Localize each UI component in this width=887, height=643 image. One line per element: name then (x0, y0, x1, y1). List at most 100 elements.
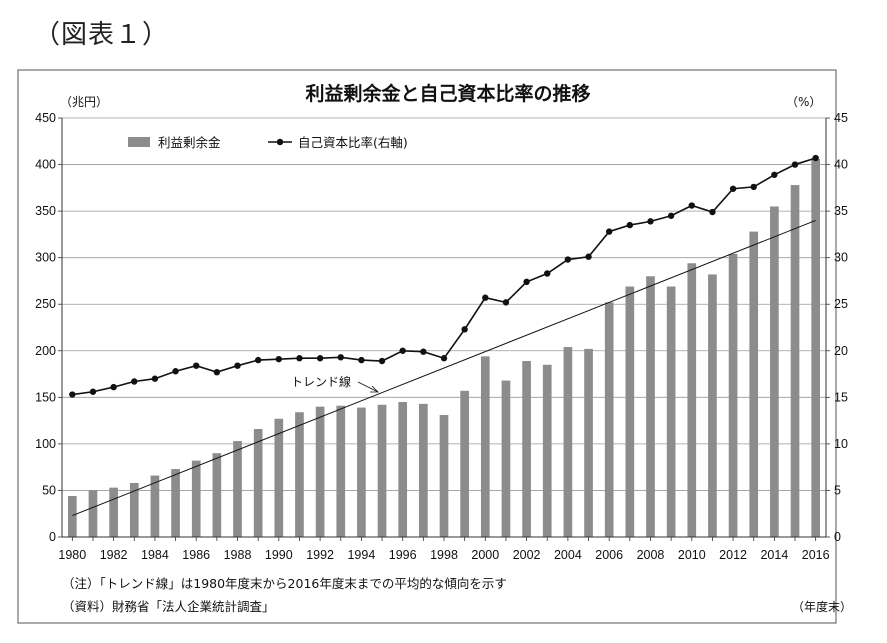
ratio-point-2000 (482, 294, 489, 301)
x-tick-label: 1994 (347, 548, 375, 562)
note-trend: （注）「トレンド線」は1980年度末から2016年度末までの平均的な傾向を示す (62, 576, 507, 591)
left-tick-label: 0 (49, 530, 56, 544)
right-tick-label: 30 (834, 251, 848, 265)
bar-2013 (749, 231, 759, 537)
ratio-point-2005 (585, 253, 592, 260)
bar-1994 (357, 407, 366, 537)
x-tick-label: 2016 (802, 548, 830, 562)
bar-1982 (109, 487, 118, 537)
ratio-point-1987 (213, 368, 221, 376)
bar-2015 (790, 185, 800, 538)
ratio-point-1981 (89, 388, 97, 395)
ratio-point-1997 (420, 348, 427, 355)
trend-line-label: トレンド線 (291, 374, 351, 389)
ratio-point-1985 (172, 368, 179, 375)
right-tick-label: 0 (834, 530, 841, 544)
ratio-point-2002 (523, 278, 530, 286)
ratio-point-1980 (69, 391, 76, 398)
legend-bar-label: 利益剰余金 (158, 135, 221, 150)
bar-2005 (584, 348, 593, 537)
bar-1993 (336, 405, 346, 537)
x-tick-label: 1982 (100, 548, 128, 562)
ratio-point-1984 (151, 375, 159, 382)
legend-line-marker (276, 138, 284, 146)
bar-1987 (212, 453, 222, 537)
left-tick-label: 100 (35, 437, 56, 451)
bar-1984 (150, 475, 160, 537)
x-tick-label: 2002 (513, 548, 541, 562)
x-tick-label: 1988 (224, 548, 252, 562)
tick-labels: 0 50 100 150 200 250 300 350 400 450 0 5 10 15 20 25 30 3… (35, 111, 848, 562)
ratio-point-2015 (791, 161, 799, 168)
right-tick-label: 45 (834, 111, 848, 125)
legend-line-label: 自己資本比率(右軸) (298, 135, 408, 150)
bar-2000 (480, 356, 490, 537)
ratio-point-2001 (502, 299, 510, 306)
left-tick-label: 300 (35, 251, 56, 265)
bar-2004 (563, 347, 573, 537)
chart-title: 利益剰余金と自己資本比率の推移 (305, 82, 590, 105)
x-tick-label: 1996 (389, 548, 417, 562)
bar-1980 (67, 496, 77, 537)
ratio-point-2016 (812, 154, 819, 162)
bar-1992 (315, 406, 325, 537)
bar-1989 (253, 428, 263, 537)
note-source: （資料）財務省「法人企業統計調査」 (62, 599, 275, 614)
ratio-point-1992 (316, 355, 324, 362)
left-tick-label: 400 (35, 158, 56, 172)
ratio-point-1994 (358, 356, 365, 364)
bar-2006 (604, 302, 614, 537)
bar-1985 (171, 469, 180, 537)
ratio-point-2007 (626, 221, 634, 229)
bar-1991 (295, 412, 304, 537)
ratio-point-2006 (605, 228, 613, 235)
bar-1997 (419, 403, 428, 537)
trend-line (72, 219, 816, 517)
gridlines (62, 117, 826, 491)
ratio-point-2003 (544, 270, 551, 277)
x-tick-label: 2000 (471, 548, 499, 562)
x-tick-label: 1992 (306, 548, 334, 562)
right-tick-label: 40 (834, 158, 848, 172)
ratio-point-2004 (564, 256, 572, 263)
ratio-point-1988 (234, 362, 241, 369)
right-tick-label: 20 (834, 344, 848, 358)
bar-1990 (274, 418, 284, 537)
ratio-point-1990 (275, 355, 283, 363)
right-tick-label: 25 (834, 297, 848, 311)
trend-line-layer (72, 219, 816, 517)
x-tick-label: 1984 (141, 548, 169, 562)
x-tick-label: 2014 (760, 548, 788, 562)
ratio-point-2013 (750, 183, 757, 191)
ratio-point-2010 (688, 202, 695, 209)
left-tick-label: 50 (42, 483, 56, 497)
left-tick-label: 250 (35, 297, 56, 311)
ratio-point-1991 (296, 355, 303, 362)
bar-2014 (770, 206, 779, 537)
bar-2008 (646, 276, 655, 537)
x-tick-label: 2006 (595, 548, 623, 562)
ratio-point-2009 (667, 212, 675, 219)
legend: 利益剰余金 自己資本比率(右軸) (128, 135, 408, 150)
ratio-point-1982 (110, 383, 117, 391)
bar-1998 (439, 415, 449, 537)
ratio-point-1986 (193, 362, 200, 369)
x-tick-label: 1998 (430, 548, 458, 562)
x-axis-unit: （年度末） (792, 599, 852, 614)
x-tick-label: 1990 (265, 548, 293, 562)
left-tick-label: 200 (35, 344, 56, 358)
bar-2002 (522, 361, 531, 537)
bar-series (67, 158, 821, 538)
bar-2016 (811, 158, 821, 538)
bar-2007 (625, 286, 635, 537)
trend-annotation-arrowhead (370, 385, 379, 393)
ratio-point-1983 (131, 378, 138, 385)
ratio-point-2008 (647, 218, 654, 225)
x-tick-label: 1980 (58, 548, 86, 562)
x-tick-label: 2012 (719, 548, 747, 562)
bar-1995 (377, 404, 387, 537)
bar-1996 (398, 401, 408, 537)
bar-1986 (191, 460, 201, 537)
ratio-point-2012 (729, 185, 737, 192)
